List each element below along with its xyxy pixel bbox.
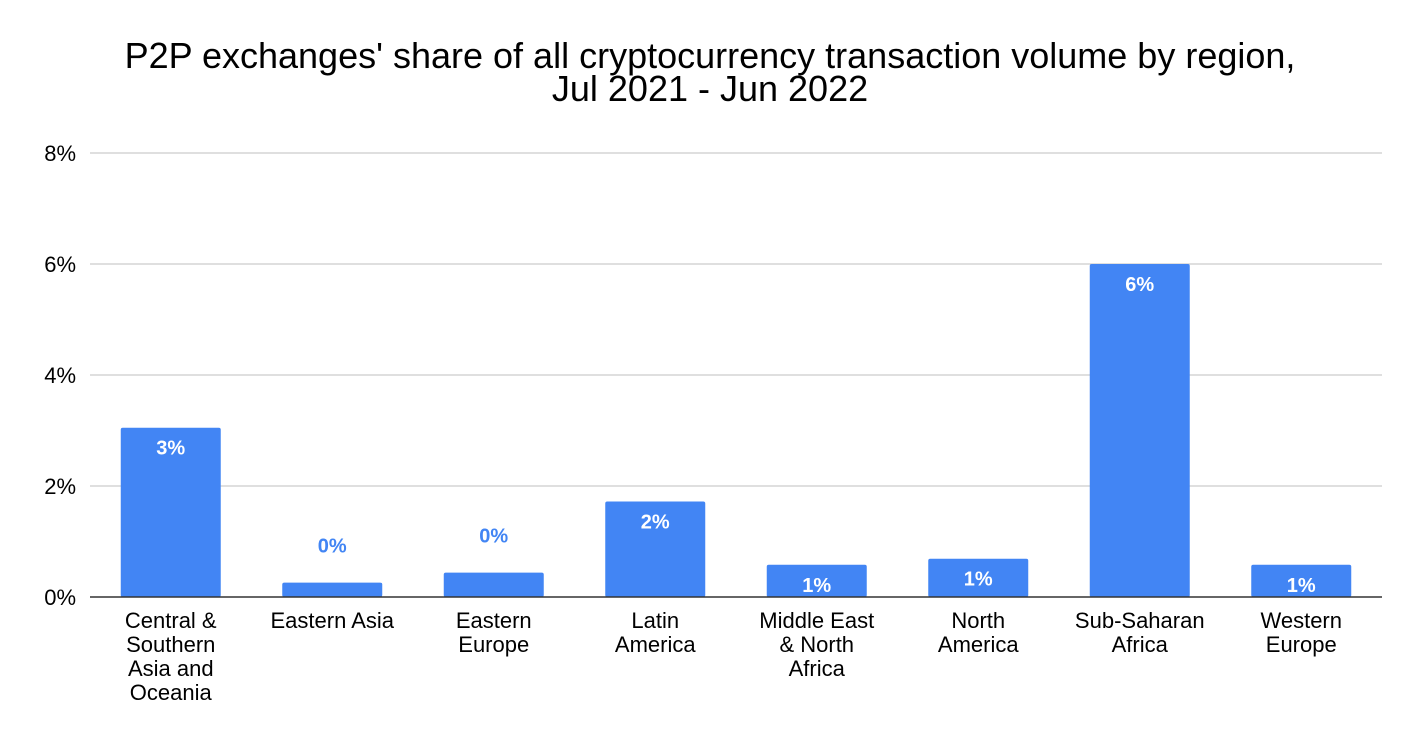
chart-title-line-1: P2P exchanges' share of all cryptocurren…: [125, 35, 1296, 76]
x-tick-label-line: Sub-Saharan: [1075, 608, 1205, 633]
y-axis-ticks: 0% 2% 4% 6% 8%: [44, 141, 76, 610]
x-tick-label-line: Eastern: [456, 608, 532, 633]
bar: [282, 582, 383, 597]
data-labels: 3% 0% 0% 2% 1% 1% 6% 1%: [156, 274, 1316, 597]
y-tick-label: 4%: [44, 363, 76, 388]
y-tick-label: 8%: [44, 141, 76, 166]
data-label: 3%: [156, 438, 185, 460]
bar: [605, 501, 706, 597]
x-tick-label-line: Middle East: [759, 608, 874, 633]
bar: [928, 558, 1029, 597]
x-tick-label: Eastern Asia: [270, 608, 394, 633]
x-tick-label-line: Europe: [458, 632, 529, 657]
data-label: 1%: [964, 569, 993, 591]
bar: [1251, 564, 1352, 597]
y-tick-label: 0%: [44, 585, 76, 610]
x-tick-label-line: Oceania: [130, 680, 213, 705]
bar: [1089, 264, 1190, 597]
x-tick-label: Middle East & North Africa: [759, 608, 874, 681]
bar: [766, 564, 867, 597]
x-tick-label-line: Latin: [631, 608, 679, 633]
x-tick-label-line: Asia and: [128, 656, 214, 681]
x-tick-label: Western Europe: [1260, 608, 1342, 657]
x-tick-label-line: & North: [779, 632, 854, 657]
x-tick-label-line: Central &: [125, 608, 217, 633]
bar: [120, 427, 221, 597]
data-label: 2%: [641, 512, 670, 534]
data-label: 1%: [802, 575, 831, 597]
x-tick-label: Sub-Saharan Africa: [1075, 608, 1205, 657]
x-tick-label-line: America: [938, 632, 1019, 657]
bars: [120, 264, 1352, 597]
data-label: 6%: [1125, 274, 1154, 296]
x-tick-label-line: Western: [1260, 608, 1342, 633]
bar: [443, 572, 544, 597]
x-tick-label-line: Eastern Asia: [270, 608, 394, 633]
x-axis-categories: Central & Southern Asia and Oceania Eastern …: [125, 608, 1342, 705]
data-label: 1%: [1287, 575, 1316, 597]
x-tick-label: North America: [938, 608, 1019, 657]
x-tick-label-line: Europe: [1266, 632, 1337, 657]
x-tick-label: Latin America: [615, 608, 696, 657]
chart-title-line-2: Jul 2021 - Jun 2022: [552, 68, 868, 109]
x-tick-label-line: Southern: [126, 632, 215, 657]
x-tick-label-line: Africa: [789, 656, 846, 681]
x-tick-label-line: Africa: [1112, 632, 1169, 657]
data-label: 0%: [318, 536, 347, 558]
x-tick-label-line: America: [615, 632, 696, 657]
data-label: 0%: [479, 526, 508, 548]
x-tick-label: Eastern Europe: [456, 608, 532, 657]
x-tick-label-line: North: [951, 608, 1005, 633]
x-tick-label: Central & Southern Asia and Oceania: [125, 608, 217, 705]
y-tick-label: 2%: [44, 474, 76, 499]
y-tick-label: 6%: [44, 252, 76, 277]
chart-title: P2P exchanges' share of all cryptocurren…: [125, 35, 1296, 109]
